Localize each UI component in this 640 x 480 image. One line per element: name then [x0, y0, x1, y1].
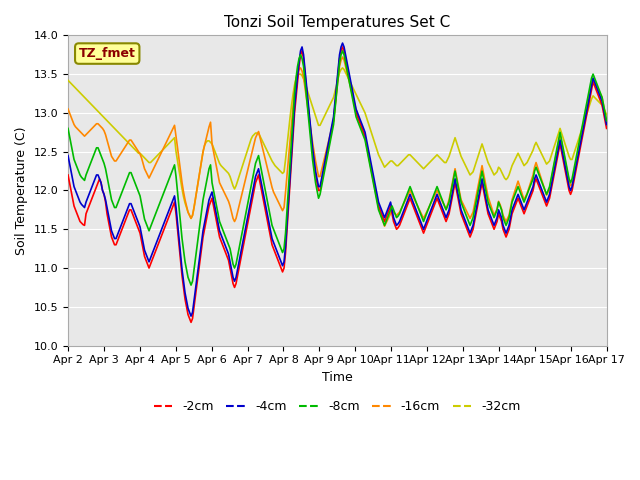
Text: TZ_fmet: TZ_fmet	[79, 47, 136, 60]
Legend: -2cm, -4cm, -8cm, -16cm, -32cm: -2cm, -4cm, -8cm, -16cm, -32cm	[148, 396, 526, 418]
Title: Tonzi Soil Temperatures Set C: Tonzi Soil Temperatures Set C	[224, 15, 451, 30]
X-axis label: Time: Time	[322, 371, 353, 384]
Y-axis label: Soil Temperature (C): Soil Temperature (C)	[15, 126, 28, 255]
